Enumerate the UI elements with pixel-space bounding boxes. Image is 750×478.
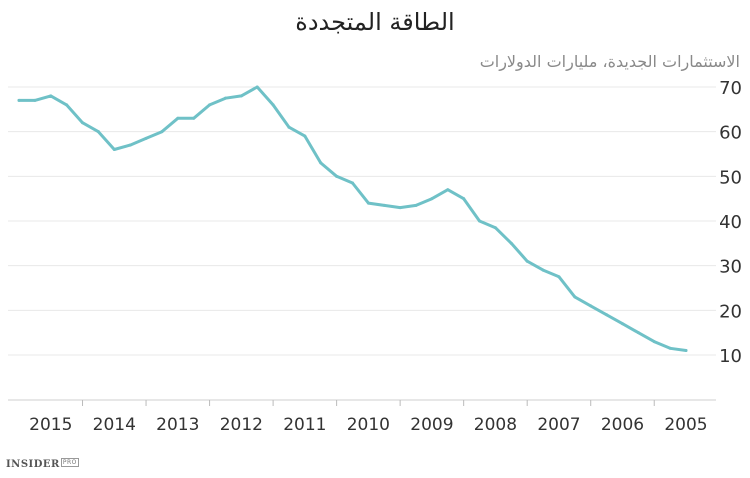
data-point-40 [652,340,656,344]
data-point-30 [493,226,497,230]
data-point-29 [478,219,482,223]
data-point-8 [144,136,148,140]
data-point-12 [208,103,212,107]
y-tick-label-70: 70 [719,78,742,99]
x-axis-ticks: 2015 2014 2013 2012 2011 2010 2009 2008 2007 2006… [29,400,708,435]
data-point-37 [605,313,609,317]
data-point-25 [414,203,418,207]
data-point-35 [573,295,577,299]
x-tick-label-2007: 2007 [537,415,580,435]
series-line-0 [17,85,688,352]
data-point-18 [303,134,307,138]
y-tick-label-20: 20 [719,301,742,322]
data-point-21 [351,181,354,185]
data-point-17 [287,125,291,129]
y-tick-label-30: 30 [719,257,742,278]
data-point-15 [255,85,259,89]
data-point-0 [17,98,21,102]
y-axis-ticks: 10 20 30 40 50 60 70 [719,78,742,367]
data-point-3 [65,103,69,107]
data-point-33 [541,268,545,272]
brand-logo: INSIDER PRO [6,458,79,470]
data-point-34 [557,275,561,279]
x-tick-label-2006: 2006 [601,415,644,435]
data-point-42 [684,349,688,353]
data-point-39 [636,331,640,335]
data-point-19 [319,161,323,165]
data-point-27 [446,188,450,192]
data-point-28 [462,197,466,201]
data-point-36 [589,304,593,308]
data-point-7 [128,143,132,147]
data-point-11 [192,116,196,120]
x-tick-label-2009: 2009 [410,415,453,435]
data-point-5 [96,130,100,134]
data-point-1 [33,98,37,102]
data-point-14 [239,94,243,98]
data-point-24 [398,206,402,210]
y-axis-label: الاستثمارات الجديدة، مليارات الدولارات [479,52,740,71]
y-tick-label-60: 60 [719,123,742,144]
brand-name: INSIDER [6,459,60,470]
data-point-22 [366,201,370,205]
data-point-10 [176,116,180,120]
data-point-4 [81,121,85,125]
x-tick-label-2014: 2014 [93,415,136,435]
series-layer [17,85,688,353]
data-point-9 [160,130,164,134]
data-point-6 [112,148,116,152]
data-point-32 [525,259,529,263]
x-tick-label-2015: 2015 [29,415,72,435]
data-point-2 [49,94,53,98]
x-tick-label-2010: 2010 [347,415,390,435]
x-tick-label-2005: 2005 [664,415,707,435]
data-point-13 [223,96,227,100]
data-point-20 [335,174,339,178]
data-point-23 [382,203,386,207]
brand-suffix: PRO [60,458,79,467]
x-tick-label-2008: 2008 [474,415,517,435]
x-tick-label-2013: 2013 [156,415,199,435]
data-point-41 [668,346,672,350]
data-point-16 [271,103,275,107]
grid-lines [8,86,716,401]
x-tick-label-2011: 2011 [283,415,326,435]
data-point-26 [430,197,434,201]
chart-title: الطاقة المتجددة [295,8,455,36]
data-point-38 [620,322,624,326]
y-tick-label-50: 50 [719,167,742,188]
x-tick-label-2012: 2012 [220,415,263,435]
y-tick-label-10: 10 [719,346,742,367]
data-point-31 [509,241,513,245]
y-tick-label-40: 40 [719,212,742,233]
